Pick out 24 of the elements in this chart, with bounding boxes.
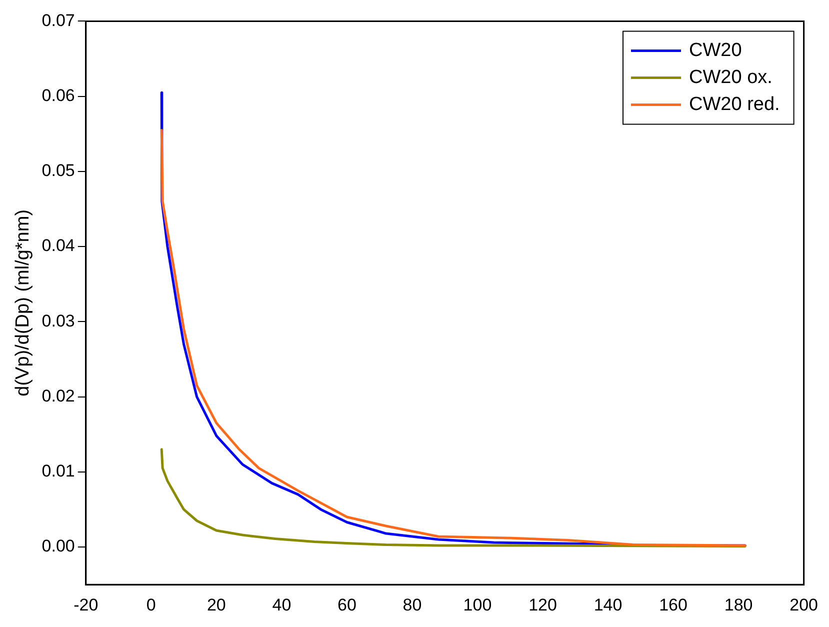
y-tick-label: 0.04 [42, 236, 75, 256]
x-tick-label: 20 [206, 595, 226, 614]
x-tick-label: 160 [659, 595, 688, 614]
y-tick-label: 0.06 [42, 86, 75, 106]
x-tick-label: 200 [790, 595, 818, 614]
x-tick-label: 0 [146, 595, 156, 614]
y-tick-label: 0.00 [42, 536, 75, 556]
y-tick-label: 0.05 [42, 161, 75, 180]
legend-label: CW20 red. [689, 94, 780, 115]
y-axis-title: d(Vp)/d(Dp) (ml/g*nm) [12, 209, 34, 396]
x-tick-label: 60 [337, 595, 356, 614]
x-tick-label: 180 [724, 595, 753, 614]
x-tick-label: 100 [463, 595, 492, 614]
y-tick-label: 0.03 [42, 311, 75, 330]
legend-label: CW20 [689, 40, 742, 61]
x-tick-label: 80 [402, 595, 422, 614]
x-tick-label: 40 [272, 595, 292, 614]
y-tick-label: 0.02 [42, 386, 75, 406]
y-tick-label: 0.07 [42, 10, 75, 30]
x-tick-label: 140 [594, 595, 622, 614]
x-tick-label: -20 [74, 595, 98, 614]
y-tick-label: 0.01 [42, 462, 75, 481]
x-tick-label: 120 [528, 595, 557, 614]
legend-label: CW20 ox. [689, 66, 772, 88]
